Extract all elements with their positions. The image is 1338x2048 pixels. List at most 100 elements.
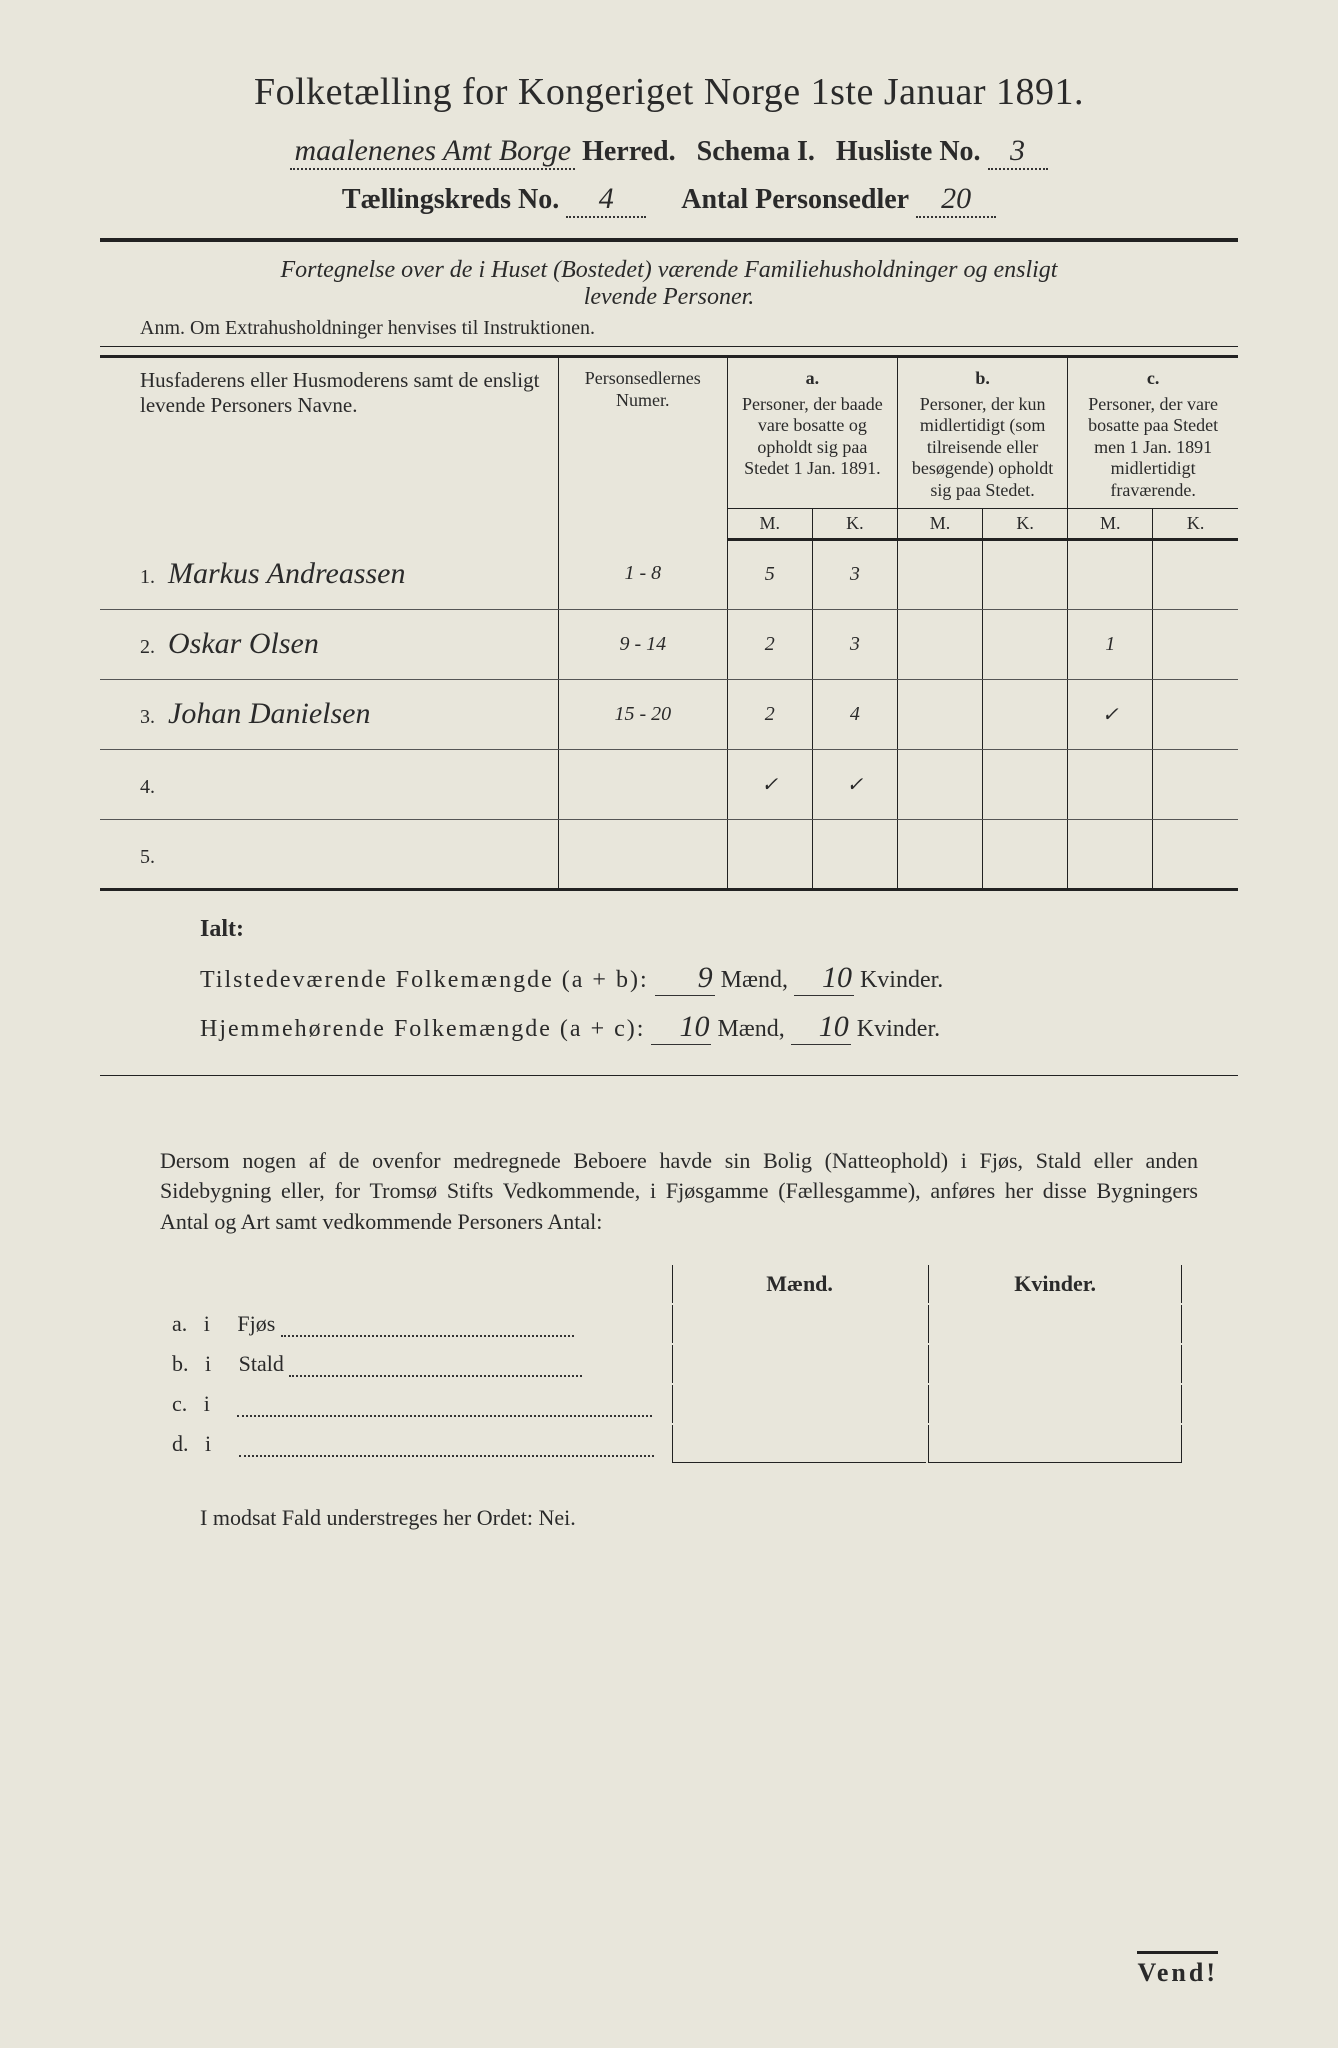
th-a-text: Personer, der baade vare bosatte og opho… — [742, 394, 883, 479]
bolig-row-i: i — [205, 1431, 211, 1456]
bolig-kvinder-cell — [928, 1345, 1182, 1383]
ialt-line-2: Hjemmehørende Folkemængde (a + c): 10 Mæ… — [200, 1010, 1238, 1045]
census-table: Husfaderens eller Husmoderens samt de en… — [100, 355, 1238, 891]
bolig-row-label: b. — [172, 1351, 189, 1376]
ialt-maend-2: Mænd, — [717, 1016, 784, 1042]
row-ck — [1153, 679, 1238, 749]
bolig-maend-cell — [672, 1425, 926, 1463]
row-psedler: 1 - 8 — [558, 539, 727, 609]
row-ak: ✓ — [812, 749, 897, 819]
bolig-label-cell: a. i Fjøs — [162, 1305, 670, 1343]
bolig-maend-cell — [672, 1345, 926, 1383]
row-psedler: 15 - 20 — [558, 679, 727, 749]
anm-text: Anm. Om Extrahusholdninger henvises til … — [100, 317, 1238, 340]
bolig-maend-cell — [672, 1305, 926, 1343]
ialt-line1-m: 9 — [655, 961, 715, 996]
bolig-maend-cell — [672, 1385, 926, 1423]
ialt-kvinder-1: Kvinder. — [860, 967, 943, 993]
th-name: Husfaderens eller Husmoderens samt de en… — [100, 357, 558, 540]
row-ck — [1153, 539, 1238, 609]
bolig-row-i: i — [205, 1351, 211, 1376]
row-am: 2 — [727, 679, 812, 749]
row-bk — [983, 609, 1068, 679]
row-name: Markus Andreassen — [168, 557, 405, 590]
bolig-label-cell: c. i — [162, 1385, 670, 1423]
row-psedler — [558, 749, 727, 819]
schema-label: Schema I. — [697, 136, 815, 167]
bolig-row-label: a. — [172, 1311, 187, 1336]
dotted-fill — [237, 1415, 652, 1417]
row-bk — [983, 819, 1068, 889]
row-ck — [1153, 609, 1238, 679]
row-name-cell: 4. — [100, 749, 558, 819]
row-number: 3. — [140, 706, 155, 728]
th-a-m: M. — [727, 508, 812, 539]
modsat-text: I modsat Fald understreges her Ordet: Ne… — [100, 1505, 1238, 1531]
bolig-label-cell: b. i Stald — [162, 1345, 670, 1383]
th-c-label: c. — [1074, 368, 1232, 390]
dotted-fill — [281, 1335, 574, 1337]
bolig-row: d. i — [162, 1425, 1182, 1463]
husliste-no-field: 3 — [988, 134, 1048, 170]
row-ak — [812, 819, 897, 889]
row-ak: 4 — [812, 679, 897, 749]
bolig-table: Mænd. Kvinder. a. i Fjøs b. i Stald c. i — [160, 1263, 1184, 1465]
row-bm — [897, 749, 982, 819]
ialt-maend-1: Mænd, — [721, 967, 788, 993]
th-b-label: b. — [904, 368, 1061, 390]
row-cm: ✓ — [1068, 679, 1153, 749]
ialt-line2-label: Hjemmehørende Folkemængde (a + c): — [200, 1016, 645, 1042]
th-b-m: M. — [897, 508, 982, 539]
table-row: 3. Johan Danielsen 15 - 20 2 4 ✓ — [100, 679, 1238, 749]
ialt-kvinder-2: Kvinder. — [857, 1016, 940, 1042]
bolig-row-i: i — [204, 1391, 210, 1416]
fortegnelse-text: Fortegnelse over de i Huset (Bostedet) v… — [100, 257, 1238, 311]
bolig-kvinder-cell — [928, 1305, 1182, 1343]
bolig-kvinder-head: Kvinder. — [928, 1265, 1182, 1303]
row-psedler: 9 - 14 — [558, 609, 727, 679]
row-psedler — [558, 819, 727, 889]
antal-label: Antal Personsedler — [681, 184, 909, 215]
amt-herred-field: maalenenes Amt Borge — [290, 134, 575, 170]
ialt-label: Ialt: — [200, 916, 1238, 943]
bolig-kvinder-cell — [928, 1385, 1182, 1423]
kreds-label: Tællingskreds No. — [342, 184, 559, 215]
row-number: 1. — [140, 566, 155, 588]
table-row: 4. ✓ ✓ — [100, 749, 1238, 819]
ialt-section: Ialt: Tilstedeværende Folkemængde (a + b… — [100, 916, 1238, 1045]
th-b-k: K. — [983, 508, 1068, 539]
bolig-row-type: Fjøs — [237, 1311, 275, 1336]
row-ck — [1153, 819, 1238, 889]
row-name: Oskar Olsen — [168, 627, 319, 660]
ialt-line1-label: Tilstedeværende Folkemængde (a + b): — [200, 967, 649, 993]
vend-label: Vend! — [1137, 1951, 1218, 1988]
th-c: c. Personer, der vare bosatte paa Stedet… — [1068, 357, 1238, 509]
bolig-row-type: Stald — [239, 1351, 284, 1376]
bolig-row-label: c. — [172, 1391, 187, 1416]
row-name-cell: 2. Oskar Olsen — [100, 609, 558, 679]
row-number: 4. — [140, 776, 155, 798]
row-bm — [897, 609, 982, 679]
census-form-page: Folketælling for Kongeriget Norge 1ste J… — [100, 70, 1238, 1531]
th-c-m: M. — [1068, 508, 1153, 539]
antal-no-field: 20 — [916, 182, 996, 218]
row-ak: 3 — [812, 609, 897, 679]
row-cm — [1068, 749, 1153, 819]
divider-1 — [100, 238, 1238, 242]
row-name-cell: 5. — [100, 819, 558, 889]
table-row: 5. — [100, 819, 1238, 889]
row-am: ✓ — [727, 749, 812, 819]
row-name: Johan Danielsen — [168, 697, 370, 730]
kreds-no-field: 4 — [566, 182, 646, 218]
row-ak: 3 — [812, 539, 897, 609]
row-am: 5 — [727, 539, 812, 609]
page-title: Folketælling for Kongeriget Norge 1ste J… — [100, 70, 1238, 114]
th-c-text: Personer, der vare bosatte paa Stedet me… — [1088, 394, 1218, 500]
th-b: b. Personer, der kun midlertidigt (som t… — [897, 357, 1067, 509]
row-bk — [983, 539, 1068, 609]
ialt-line1-k: 10 — [794, 961, 854, 996]
table-row: 2. Oskar Olsen 9 - 14 2 3 1 — [100, 609, 1238, 679]
row-name-cell: 1. Markus Andreassen — [100, 539, 558, 609]
th-b-text: Personer, der kun midlertidigt (som tilr… — [912, 394, 1053, 500]
bolig-maend-head: Mænd. — [672, 1265, 926, 1303]
